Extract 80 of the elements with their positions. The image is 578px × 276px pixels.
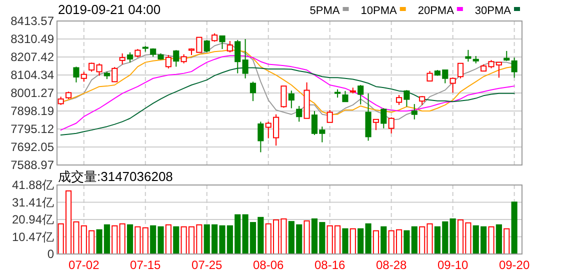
bar — [119, 223, 126, 254]
candlestick — [404, 90, 410, 108]
candlestick — [396, 94, 402, 106]
bar — [142, 227, 148, 254]
y-tick-label: 7588.97 — [10, 158, 54, 172]
bar — [380, 226, 387, 254]
candlestick — [288, 90, 294, 109]
candlestick — [73, 66, 80, 83]
y-tick-label: 20.94亿 — [12, 212, 54, 226]
y-tick-label: 7692.05 — [10, 140, 54, 154]
bar — [112, 225, 118, 254]
bar — [496, 224, 502, 254]
x-tick-label: 08-28 — [376, 258, 408, 272]
bar — [511, 202, 518, 254]
candlestick — [511, 57, 518, 78]
bar — [350, 228, 356, 254]
bar — [488, 226, 494, 254]
y-tick-label: 8001.27 — [10, 86, 54, 100]
bar — [372, 230, 380, 254]
bar — [450, 218, 456, 254]
chart-title: 2019-09-21 04:00 — [58, 2, 161, 17]
candlestick — [380, 108, 387, 129]
legend-label: 5PMA — [310, 5, 340, 17]
y-tick-label: 8310.49 — [10, 32, 54, 46]
bar — [504, 228, 510, 254]
candlestick — [411, 104, 418, 120]
candlestick — [465, 49, 472, 62]
y-tick-label: 7898.19 — [10, 104, 54, 118]
bar — [404, 230, 410, 254]
x-tick-label: 07-15 — [130, 258, 162, 272]
candlestick — [250, 81, 256, 102]
candlestick — [342, 90, 348, 102]
bar — [126, 224, 134, 254]
candlestick — [80, 71, 87, 82]
candlestick — [296, 105, 302, 122]
bar — [134, 226, 141, 254]
y-tick-label: 7795.12 — [10, 122, 54, 136]
y-tick-label: 8207.42 — [10, 50, 54, 64]
x-tick-label: 07-25 — [192, 258, 223, 272]
candlestick — [504, 50, 510, 62]
bar — [342, 228, 348, 254]
candlestick — [358, 84, 364, 105]
candlestick — [450, 77, 456, 94]
chart-title: 成交量:3147036208 — [58, 169, 173, 184]
candlestick — [204, 39, 210, 53]
candlestick — [119, 52, 126, 65]
candlestick — [219, 35, 226, 50]
y-tick-label: 41.88亿 — [12, 178, 54, 192]
candlestick — [326, 109, 333, 123]
legend-label: 30PMA — [474, 5, 512, 17]
candlestick — [112, 66, 118, 82]
y-tick-label: 10.47亿 — [12, 230, 54, 244]
x-tick-label: 07-02 — [68, 258, 100, 272]
x-tick-label: 08-16 — [314, 258, 346, 272]
y-tick-label: 8104.34 — [10, 68, 54, 82]
candlestick — [242, 38, 248, 79]
legend-label: 10PMA — [360, 5, 398, 17]
y-tick-label: 31.41亿 — [12, 195, 54, 210]
candlestick — [226, 40, 233, 53]
x-tick-label: 09-20 — [498, 258, 530, 272]
candlestick — [457, 62, 464, 79]
candlestick — [180, 54, 187, 64]
legend-label: 20PMA — [418, 5, 455, 17]
candlestick — [173, 50, 180, 68]
candlestick — [258, 121, 264, 153]
candlestick — [280, 86, 287, 108]
bar — [165, 224, 172, 254]
candlestick — [234, 39, 241, 74]
candlestick — [388, 116, 394, 134]
bar — [173, 226, 180, 254]
candlestick — [165, 54, 172, 69]
bar — [411, 226, 418, 254]
candlestick — [426, 70, 433, 82]
y-tick-label: 0 — [47, 247, 54, 261]
y-tick-label: 8413.57 — [10, 14, 54, 28]
candlestick — [126, 52, 134, 63]
bar — [304, 220, 310, 254]
x-tick-label: 08-06 — [253, 258, 284, 272]
x-tick-label: 09-10 — [437, 258, 468, 272]
candlestick — [372, 118, 380, 131]
